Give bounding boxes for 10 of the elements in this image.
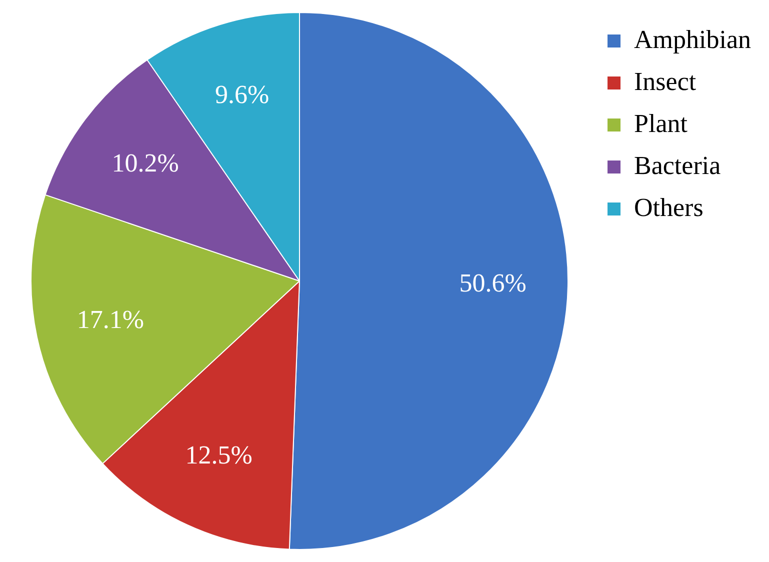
- legend-label: Amphibian: [634, 24, 752, 54]
- data-label: 17.1%: [76, 305, 144, 334]
- data-label: 12.5%: [185, 440, 252, 470]
- legend-label: Bacteria: [634, 150, 722, 180]
- legend-label: Plant: [634, 108, 688, 138]
- legend-label: Others: [634, 192, 704, 222]
- legend-label: Insect: [634, 66, 697, 96]
- data-label: 10.2%: [112, 148, 179, 178]
- data-label: 50.6%: [459, 268, 526, 298]
- data-label: 9.6%: [214, 80, 270, 110]
